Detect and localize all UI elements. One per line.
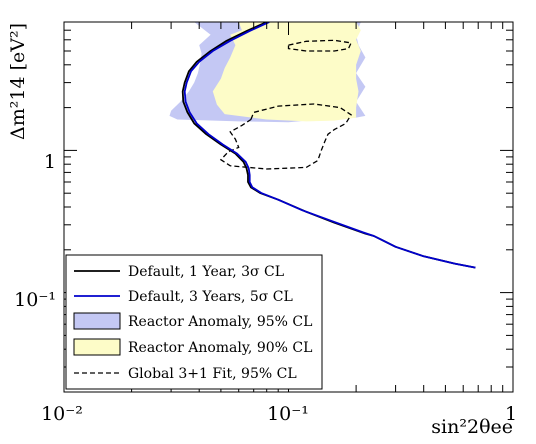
legend-label-1: Default, 1 Year, 3σ CL bbox=[128, 264, 284, 280]
series-default-3yr bbox=[183, 22, 476, 269]
legend-label-3: Reactor Anomaly, 95% CL bbox=[128, 314, 312, 330]
legend-label-2: Default, 3 Years, 5σ CL bbox=[128, 289, 293, 305]
y-tick-label-2: 1 bbox=[44, 151, 56, 173]
legend-swatch-3 bbox=[73, 312, 121, 330]
y-axis-title: Δm²14 [eV²] bbox=[7, 23, 29, 140]
legend-label-5: Global 3+1 Fit, 95% CL bbox=[128, 366, 297, 382]
y-tick-label-1: 10⁻¹ bbox=[14, 289, 56, 311]
legend-label-4: Reactor Anomaly, 90% CL bbox=[128, 340, 312, 356]
contour-global-fit-upper bbox=[287, 39, 353, 52]
x-axis-title: sin²2θee bbox=[431, 416, 513, 438]
contour-global-fit-lower bbox=[219, 103, 352, 170]
region-reactor-90 bbox=[212, 22, 361, 122]
x-tick-label-3: 1 bbox=[505, 403, 517, 425]
legend-swatch-4 bbox=[73, 338, 121, 356]
x-tick-label-1: 10⁻² bbox=[41, 403, 83, 425]
x-tick-label-2: 10⁻¹ bbox=[267, 403, 309, 425]
